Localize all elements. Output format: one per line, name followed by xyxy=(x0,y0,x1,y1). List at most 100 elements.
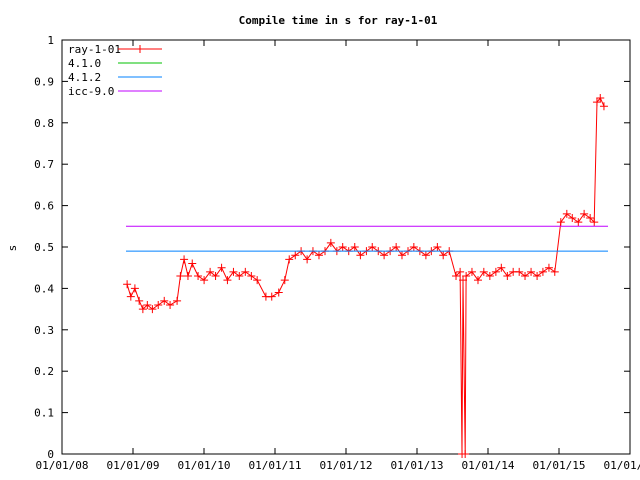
data-point xyxy=(580,209,589,218)
data-point xyxy=(217,263,226,272)
x-tick-label: 01/01/14 xyxy=(462,459,515,472)
data-point xyxy=(188,259,197,268)
legend-marker xyxy=(136,45,144,53)
data-point xyxy=(397,251,406,260)
data-point xyxy=(200,276,209,285)
data-point xyxy=(497,263,506,272)
legend-label: 4.1.2 xyxy=(68,71,101,84)
y-tick-label: 0.7 xyxy=(34,158,54,171)
data-point xyxy=(160,296,169,305)
data-point xyxy=(267,292,276,301)
data-point xyxy=(326,238,335,247)
data-point xyxy=(544,263,553,272)
x-tick-label: 01/01/08 xyxy=(36,459,89,472)
data-point xyxy=(173,296,182,305)
data-point xyxy=(456,267,465,276)
data-point xyxy=(586,214,595,223)
data-point xyxy=(562,209,571,218)
legend-label: ray-1-01 xyxy=(68,43,121,56)
y-tick-label: 0.1 xyxy=(34,407,54,420)
y-tick-label: 0.8 xyxy=(34,117,54,130)
data-point xyxy=(303,255,312,264)
data-point xyxy=(503,271,512,280)
data-point xyxy=(599,102,608,111)
data-point xyxy=(180,255,189,264)
y-tick-label: 0.4 xyxy=(34,282,54,295)
data-point xyxy=(538,267,547,276)
data-point xyxy=(350,243,359,251)
data-point xyxy=(123,280,132,289)
x-tick-label: 01/01/15 xyxy=(533,459,586,472)
x-tick-label: 01/01/11 xyxy=(249,459,302,472)
data-point xyxy=(206,267,215,276)
data-point xyxy=(439,251,448,260)
y-axis-ticks: 0 0.1 0.2 0.3 0.4 0.5 0.6 0.7 0.8 0.9 1 xyxy=(34,34,630,461)
data-point xyxy=(568,214,577,223)
x-tick-label: 01/01/10 xyxy=(178,459,231,472)
data-point xyxy=(521,271,530,280)
x-tick-label: 01/01/09 xyxy=(107,459,160,472)
data-point xyxy=(556,218,565,227)
data-point xyxy=(533,271,542,280)
y-axis-label: s xyxy=(6,245,19,252)
y-tick-label: 0.5 xyxy=(34,241,54,254)
x-tick-label: 01/01/12 xyxy=(320,459,373,472)
data-point xyxy=(467,267,476,276)
data-point xyxy=(183,271,192,280)
data-point xyxy=(229,267,238,276)
data-point xyxy=(596,93,605,102)
data-point xyxy=(338,243,347,251)
x-axis-ticks: 01/01/08 01/01/09 01/01/10 01/01/11 01/01/12… xyxy=(36,40,640,472)
data-point xyxy=(314,251,323,260)
x-tick-label: 01/01/16 xyxy=(604,459,640,472)
data-point xyxy=(590,218,599,227)
data-point xyxy=(235,271,244,280)
data-point xyxy=(592,98,601,107)
data-point xyxy=(485,271,494,280)
data-point xyxy=(194,271,203,280)
data-point xyxy=(291,251,300,260)
data-point xyxy=(135,296,144,305)
series-layer xyxy=(123,93,608,458)
data-point xyxy=(479,267,488,276)
data-point xyxy=(380,251,389,260)
data-point xyxy=(392,243,401,251)
data-point xyxy=(433,243,442,251)
chart-title: Compile time in s for ray-1-01 xyxy=(239,14,438,27)
x-tick-label: 01/01/13 xyxy=(391,459,444,472)
data-point xyxy=(148,305,157,314)
data-point xyxy=(166,300,175,309)
data-point xyxy=(253,276,262,285)
legend-label: icc-9.0 xyxy=(68,85,114,98)
data-point xyxy=(368,243,377,251)
y-tick-label: 0.6 xyxy=(34,200,54,213)
y-tick-label: 0.9 xyxy=(34,75,54,88)
data-point xyxy=(459,276,468,285)
data-point xyxy=(280,276,289,285)
data-point xyxy=(527,267,536,276)
data-point xyxy=(550,267,559,276)
y-tick-label: 1 xyxy=(47,34,54,47)
data-point xyxy=(154,300,163,309)
data-point xyxy=(223,276,232,285)
data-point xyxy=(126,292,135,301)
data-point xyxy=(211,271,220,280)
data-point xyxy=(574,218,583,227)
data-point xyxy=(491,267,500,276)
data-point xyxy=(274,288,283,297)
data-point xyxy=(138,305,147,314)
data-point xyxy=(409,243,418,251)
data-point xyxy=(452,271,461,280)
data-point xyxy=(461,450,470,458)
data-point xyxy=(473,276,482,285)
data-point xyxy=(462,271,471,280)
data-point xyxy=(421,251,430,260)
y-tick-label: 0.3 xyxy=(34,324,54,337)
data-point xyxy=(143,300,152,309)
y-tick-label: 0 xyxy=(47,448,54,461)
data-point xyxy=(247,271,256,280)
data-point xyxy=(241,267,250,276)
y-tick-label: 0.2 xyxy=(34,365,54,378)
